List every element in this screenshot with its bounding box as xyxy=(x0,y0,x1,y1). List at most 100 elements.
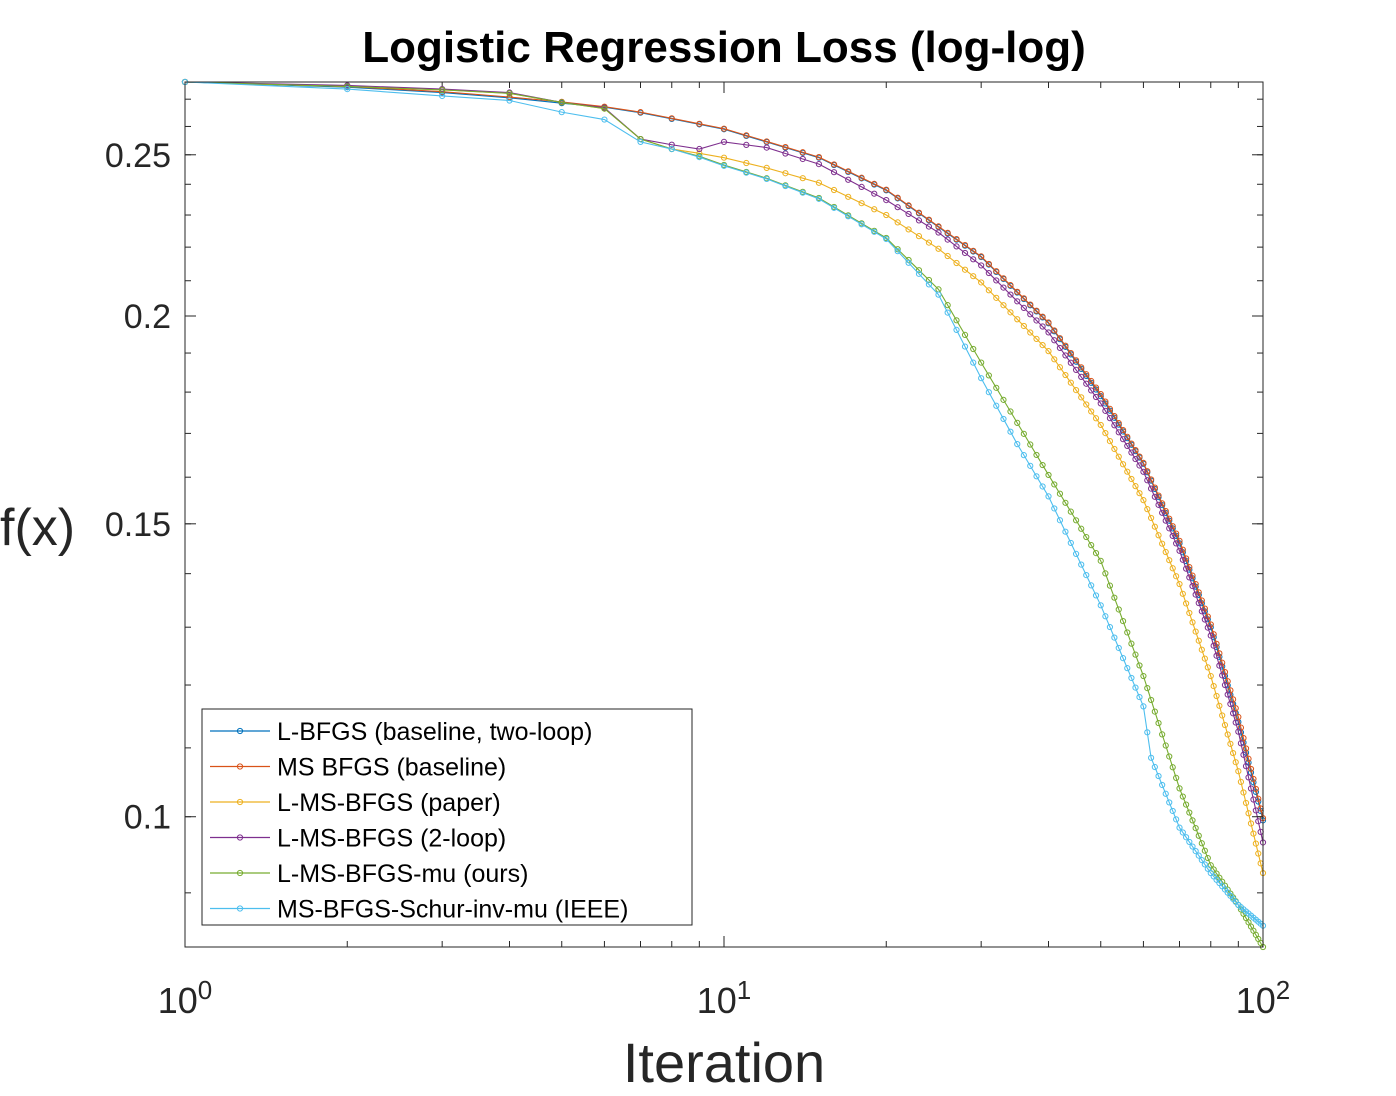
y-tick-label: 0.15 xyxy=(105,506,171,544)
data-point xyxy=(1201,616,1208,623)
data-point xyxy=(1210,642,1217,649)
data-point xyxy=(1056,517,1064,524)
data-point xyxy=(1083,401,1090,408)
data-point xyxy=(858,183,865,191)
legend-box xyxy=(201,708,693,926)
data-point xyxy=(1136,662,1143,669)
data-point xyxy=(1088,387,1095,394)
data-point xyxy=(1092,549,1100,557)
data-point xyxy=(1227,740,1234,747)
data-point xyxy=(1204,624,1211,631)
data-point xyxy=(1020,430,1027,437)
data-point xyxy=(1159,509,1166,516)
data-point xyxy=(782,150,789,157)
data-point xyxy=(935,291,942,298)
data-point xyxy=(1097,421,1104,429)
data-point xyxy=(1169,807,1176,815)
data-point xyxy=(1062,342,1069,349)
data-point xyxy=(815,154,823,161)
data-point xyxy=(1255,850,1262,857)
data-point xyxy=(1007,282,1014,289)
data-point xyxy=(1014,298,1021,305)
data-point xyxy=(1250,796,1257,803)
data-point xyxy=(1162,517,1169,524)
legend-entry: MS-BFGS-Schur-inv-mu (IEEE) xyxy=(210,896,628,924)
data-point xyxy=(743,132,750,139)
data-point xyxy=(1235,728,1242,735)
data-point xyxy=(1148,754,1155,761)
data-point xyxy=(830,186,838,194)
data-point xyxy=(1213,692,1220,700)
data-point xyxy=(1173,774,1180,782)
data-point xyxy=(1183,555,1190,562)
data-point xyxy=(1132,483,1139,490)
data-point xyxy=(1039,342,1046,349)
data-point xyxy=(1007,291,1014,298)
data-point xyxy=(1148,514,1155,522)
data-point xyxy=(1014,419,1021,426)
data-point xyxy=(871,180,878,187)
data-point xyxy=(1195,637,1202,644)
data-point xyxy=(1027,462,1034,469)
data-point xyxy=(1072,357,1080,364)
data-point xyxy=(1007,428,1014,435)
data-point xyxy=(815,179,823,186)
data-point xyxy=(696,154,703,161)
data-point xyxy=(637,109,644,116)
data-point xyxy=(1092,592,1100,599)
data-point xyxy=(1039,313,1046,320)
data-point xyxy=(1155,492,1162,499)
data-point xyxy=(1252,807,1259,814)
data-point xyxy=(1229,696,1237,703)
data-point xyxy=(1000,396,1007,403)
data-point xyxy=(1088,582,1095,589)
data-point xyxy=(1144,684,1151,692)
data-point xyxy=(961,266,969,273)
data-point xyxy=(1000,284,1007,291)
data-point xyxy=(1162,742,1169,749)
data-point xyxy=(1232,705,1239,712)
data-point xyxy=(720,138,728,145)
data-point xyxy=(668,141,675,148)
data-point xyxy=(1051,327,1058,334)
data-point xyxy=(782,170,789,177)
legend-entry: MS BFGS (baseline) xyxy=(210,754,506,782)
data-point xyxy=(944,309,951,316)
data-point xyxy=(1186,574,1193,581)
data-point xyxy=(1189,619,1196,626)
data-point xyxy=(1078,525,1085,532)
data-point xyxy=(1051,481,1058,488)
data-point xyxy=(883,197,890,204)
legend-marker xyxy=(236,763,244,770)
data-point xyxy=(799,149,806,156)
data-point xyxy=(970,247,977,254)
data-point xyxy=(1240,789,1247,796)
legend: L-BFGS (baseline, two-loop) MS BFGS (base… xyxy=(201,708,693,926)
data-point xyxy=(1124,468,1131,475)
data-point xyxy=(1176,824,1183,831)
data-point xyxy=(830,169,838,176)
legend-marker xyxy=(236,834,244,841)
data-point xyxy=(894,248,901,255)
data-point xyxy=(1020,322,1027,330)
data-point xyxy=(830,161,838,168)
data-point xyxy=(1000,302,1007,309)
data-point xyxy=(1192,591,1199,598)
data-point xyxy=(1007,309,1014,316)
data-point xyxy=(1221,721,1229,729)
data-point xyxy=(845,168,852,175)
data-point xyxy=(845,193,852,200)
data-point xyxy=(782,182,789,190)
data-point xyxy=(1051,337,1058,344)
data-point xyxy=(1124,629,1131,636)
data-point xyxy=(1240,735,1247,742)
data-point xyxy=(1195,599,1202,607)
data-point xyxy=(1000,275,1007,282)
data-point xyxy=(558,99,565,106)
data-point xyxy=(1140,703,1147,710)
data-point xyxy=(1162,508,1169,515)
data-point xyxy=(858,200,865,207)
data-point xyxy=(1033,307,1040,314)
legend-label: L-BFGS (baseline, two-loop) xyxy=(277,718,592,746)
data-point xyxy=(720,154,728,161)
